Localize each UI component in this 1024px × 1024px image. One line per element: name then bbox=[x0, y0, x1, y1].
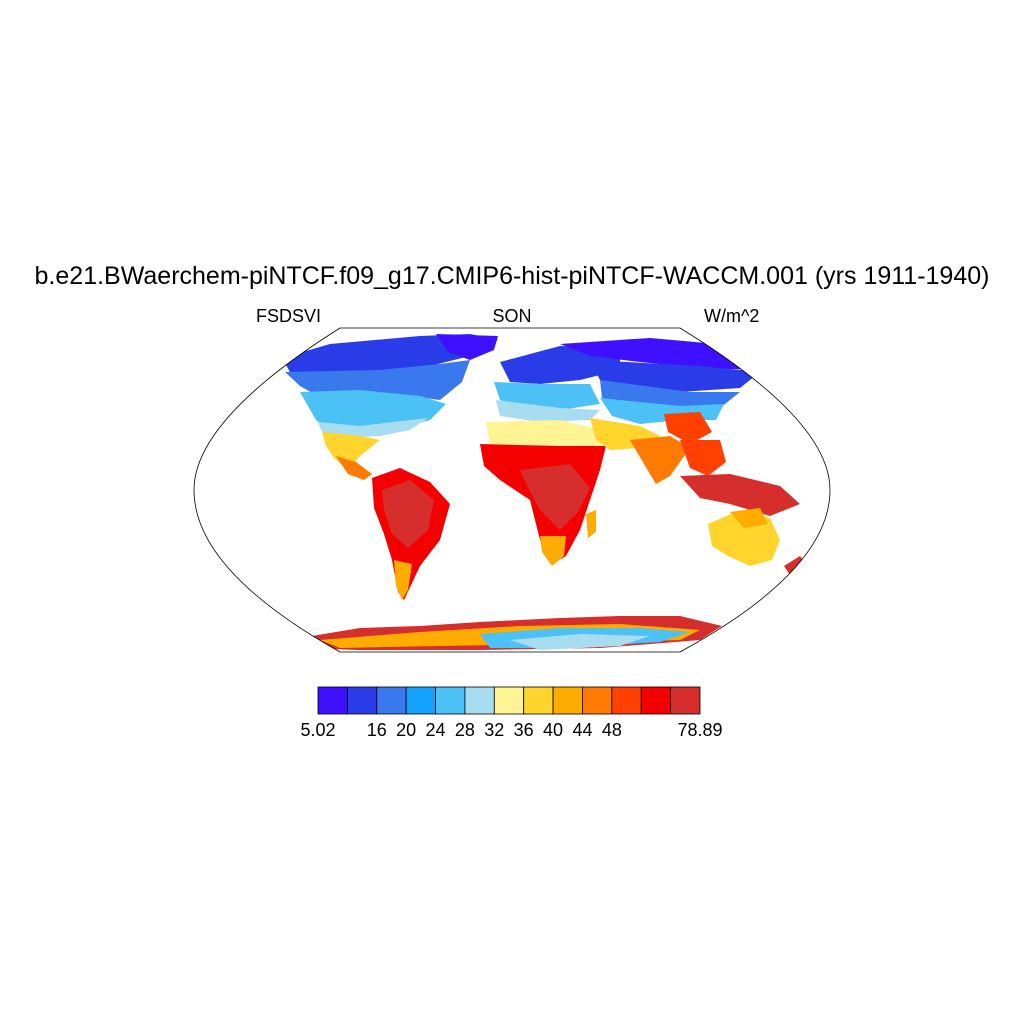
colorbar-swatch bbox=[376, 686, 407, 715]
colorbar bbox=[317, 686, 701, 715]
colorbar-tick-label: 28 bbox=[454, 720, 475, 740]
mexico bbox=[322, 432, 380, 470]
colorbar-swatch bbox=[435, 686, 466, 715]
colorbar-tick-label: 5.02 bbox=[300, 720, 336, 740]
africa-core bbox=[520, 464, 590, 530]
colorbar-tick-label: 40 bbox=[543, 720, 564, 740]
australia-north bbox=[730, 508, 768, 528]
colorbar-tick-label: 32 bbox=[484, 720, 505, 740]
north-america-mid bbox=[285, 360, 470, 400]
asia-north bbox=[590, 360, 760, 392]
season-label: SON bbox=[492, 306, 532, 326]
europe-south bbox=[494, 382, 600, 410]
colorbar-swatch bbox=[640, 686, 672, 715]
colorbar-swatch bbox=[523, 686, 554, 715]
units-label: W/m^2 bbox=[704, 306, 760, 326]
map-boundary bbox=[193, 327, 831, 653]
colorbar-swatch bbox=[582, 686, 613, 715]
southeast-asia bbox=[680, 440, 726, 476]
colorbar-tick-label: 36 bbox=[513, 720, 534, 740]
madagascar bbox=[586, 510, 596, 538]
colorbar-swatch bbox=[670, 686, 701, 715]
land-shading bbox=[282, 334, 806, 650]
patagonia bbox=[394, 560, 412, 600]
south-america-core bbox=[382, 480, 434, 548]
colorbar-tick-label: 24 bbox=[425, 720, 446, 740]
new-zealand bbox=[784, 556, 806, 578]
antarctica-core bbox=[510, 634, 650, 650]
colorbar-tick-label: 44 bbox=[572, 720, 593, 740]
colorbar-swatch bbox=[493, 686, 525, 715]
colorbar-swatch bbox=[405, 686, 436, 715]
colorbar-swatch bbox=[317, 686, 348, 715]
maritime-asia bbox=[680, 474, 800, 516]
mediterranean-band bbox=[496, 400, 600, 422]
colorbar-swatch bbox=[611, 686, 642, 715]
plot-title: b.e21.BWaerchem-piNTCF.f09_g17.CMIP6-his… bbox=[34, 262, 990, 290]
central-america bbox=[336, 456, 372, 480]
colorbar-swatch bbox=[346, 686, 378, 715]
tibet bbox=[664, 412, 712, 444]
greenland bbox=[436, 334, 498, 360]
colorbar-swatch bbox=[464, 686, 495, 715]
colorbar-tick-label: 16 bbox=[366, 720, 387, 740]
colorbar-swatch bbox=[552, 686, 583, 715]
colorbar-tick-label: 48 bbox=[601, 720, 622, 740]
colorbar-tick-label: 78.89 bbox=[677, 720, 723, 740]
india bbox=[630, 436, 690, 484]
north-america-band bbox=[318, 418, 428, 438]
variable-label: FSDSVI bbox=[256, 306, 322, 326]
sahara bbox=[486, 420, 610, 448]
colorbar-tick-label: 20 bbox=[396, 720, 417, 740]
southern-africa bbox=[540, 536, 566, 566]
